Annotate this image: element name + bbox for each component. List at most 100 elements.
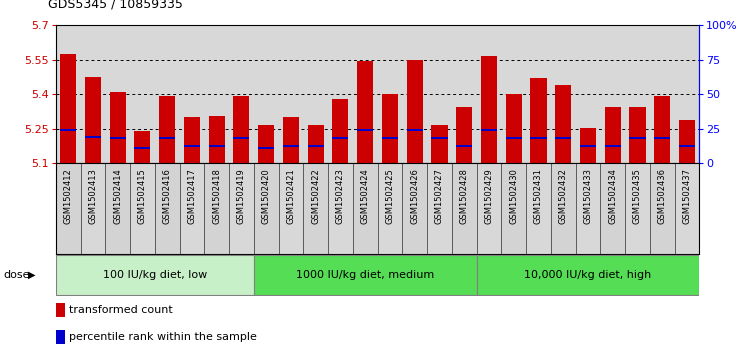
Text: GSM1502423: GSM1502423 (336, 168, 345, 224)
Bar (530, 137, 547, 139)
Text: GSM1502414: GSM1502414 (113, 168, 122, 224)
Text: GSM1502429: GSM1502429 (484, 168, 493, 224)
Bar (254, 163, 278, 254)
Text: GSM1502433: GSM1502433 (583, 168, 592, 224)
Bar (526, 163, 551, 254)
Bar (283, 145, 299, 147)
Bar (179, 163, 205, 254)
Bar (654, 137, 670, 139)
Bar (679, 145, 695, 147)
Text: GSM1502425: GSM1502425 (385, 168, 394, 224)
Text: GSM1502415: GSM1502415 (138, 168, 147, 224)
Bar (625, 163, 650, 254)
Bar (229, 163, 254, 254)
Text: GSM1502427: GSM1502427 (435, 168, 444, 224)
Bar (501, 163, 526, 254)
Bar (432, 137, 447, 139)
Bar (506, 94, 522, 163)
Text: GSM1502431: GSM1502431 (534, 168, 543, 224)
Text: GSM1502436: GSM1502436 (658, 168, 667, 224)
Bar (576, 163, 600, 254)
Text: GSM1502424: GSM1502424 (361, 168, 370, 224)
Bar (258, 126, 275, 163)
Text: GSM1502413: GSM1502413 (89, 168, 97, 224)
Text: GSM1502417: GSM1502417 (187, 168, 196, 224)
Text: GSM1502419: GSM1502419 (237, 168, 246, 224)
FancyBboxPatch shape (254, 255, 477, 295)
Bar (403, 163, 427, 254)
Text: 10,000 IU/kg diet, high: 10,000 IU/kg diet, high (525, 270, 652, 280)
Bar (155, 163, 179, 254)
Text: GSM1502422: GSM1502422 (311, 168, 320, 224)
Bar (85, 77, 101, 163)
Bar (555, 85, 571, 163)
Bar (605, 107, 620, 163)
Bar (432, 126, 447, 163)
Bar (629, 137, 646, 139)
Bar (481, 129, 497, 131)
Text: GDS5345 / 10859335: GDS5345 / 10859335 (48, 0, 183, 11)
Bar (130, 163, 155, 254)
Text: GSM1502420: GSM1502420 (262, 168, 271, 224)
Text: GSM1502428: GSM1502428 (460, 168, 469, 224)
Bar (382, 94, 398, 163)
Text: percentile rank within the sample: percentile rank within the sample (68, 332, 257, 342)
Bar (530, 78, 547, 163)
Text: GSM1502437: GSM1502437 (682, 168, 691, 224)
Bar (258, 147, 275, 149)
Bar (650, 163, 675, 254)
Bar (382, 137, 398, 139)
FancyBboxPatch shape (477, 255, 699, 295)
Bar (234, 137, 249, 139)
Bar (679, 120, 695, 163)
Bar (60, 129, 76, 131)
Text: GSM1502432: GSM1502432 (559, 168, 568, 224)
Text: GSM1502434: GSM1502434 (609, 168, 618, 224)
Bar (333, 99, 348, 163)
Text: GSM1502430: GSM1502430 (509, 168, 519, 224)
Text: GSM1502412: GSM1502412 (64, 168, 73, 224)
Text: dose: dose (4, 270, 31, 280)
Bar (353, 163, 378, 254)
Bar (477, 163, 501, 254)
Bar (60, 54, 76, 163)
Bar (56, 163, 80, 254)
Text: GSM1502421: GSM1502421 (286, 168, 295, 224)
Bar (85, 136, 101, 138)
Bar (555, 137, 571, 139)
Bar (208, 145, 225, 147)
Bar (80, 163, 106, 254)
Bar (109, 137, 126, 139)
Bar (456, 107, 472, 163)
Text: GSM1502435: GSM1502435 (633, 168, 642, 224)
Text: 1000 IU/kg diet, medium: 1000 IU/kg diet, medium (296, 270, 434, 280)
Bar (135, 147, 150, 149)
Bar (56, 330, 65, 344)
Bar (208, 116, 225, 163)
Bar (629, 107, 646, 163)
Bar (184, 117, 200, 163)
Bar (328, 163, 353, 254)
Bar (580, 145, 596, 147)
Bar (605, 145, 620, 147)
Bar (378, 163, 403, 254)
Bar (654, 95, 670, 163)
Bar (481, 56, 497, 163)
Bar (109, 92, 126, 163)
FancyBboxPatch shape (56, 255, 254, 295)
Bar (106, 163, 130, 254)
Bar (452, 163, 477, 254)
Text: GSM1502418: GSM1502418 (212, 168, 221, 224)
Bar (308, 145, 324, 147)
Bar (184, 145, 200, 147)
Bar (456, 145, 472, 147)
Bar (333, 137, 348, 139)
Bar (407, 129, 423, 131)
Text: transformed count: transformed count (68, 305, 173, 315)
Bar (675, 163, 699, 254)
Bar (357, 129, 373, 131)
Bar (278, 163, 304, 254)
Bar (308, 126, 324, 163)
Bar (580, 128, 596, 163)
Bar (234, 95, 249, 163)
